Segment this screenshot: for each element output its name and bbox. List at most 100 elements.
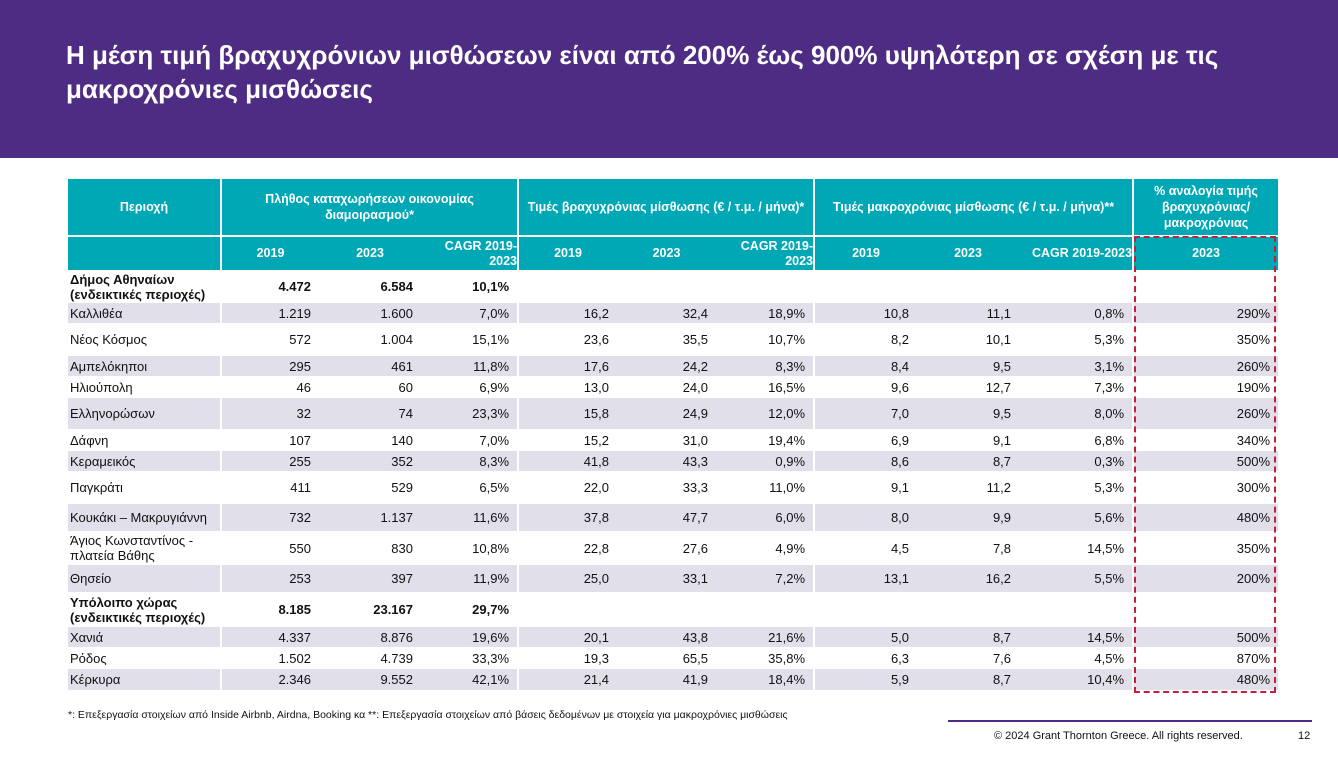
ratio-cell xyxy=(1132,270,1279,303)
long-2019-cell: 8,4 xyxy=(813,355,918,377)
table-row: Κουκάκι – Μακρυγιάννη 732 1.137 11,6% 37,8 47… xyxy=(68,503,1279,532)
copyright: © 2024 Grant Thornton Greece. All rights… xyxy=(994,730,1243,742)
listings-2023-cell: 1.137 xyxy=(319,503,421,532)
short-cagr-cell: 35,8% xyxy=(716,647,815,669)
short-2023-cell: 35,5 xyxy=(617,323,717,356)
region-cell: Χανιά xyxy=(68,626,221,648)
table-row: Ρόδος 1.502 4.739 33,3% 19,3 65,5 35,8% 6,3 7,6 4… xyxy=(68,647,1279,669)
long-2023-cell xyxy=(917,270,1020,303)
short-2023-cell: 32,4 xyxy=(617,302,717,324)
listings-cagr-header: CAGR 2019-2023 xyxy=(421,235,519,271)
long-cagr-cell: 5,3% xyxy=(1019,323,1134,356)
listings-cagr-cell: 42,1% xyxy=(421,668,519,690)
listings-2023-header: 2023 xyxy=(319,235,421,271)
short-2023-cell: 65,5 xyxy=(617,647,717,669)
listings-2019-cell: 411 xyxy=(220,471,319,504)
table-row: Παγκράτι 411 529 6,5% 22,0 33,3 11,0% 9,1 11,2 5,… xyxy=(68,471,1279,504)
listings-cagr-cell: 11,8% xyxy=(421,355,519,377)
listings-2019-cell: 253 xyxy=(220,564,319,593)
long-cagr-cell: 0,3% xyxy=(1019,450,1134,472)
listings-cagr-cell: 7,0% xyxy=(421,302,519,324)
long-2019-cell: 8,2 xyxy=(813,323,918,356)
short-2023-header: 2023 xyxy=(617,235,717,271)
long-2019-cell: 6,3 xyxy=(813,647,918,669)
listings-header: Πλήθος καταχωρήσεων οικονομίας διαμοιρασ… xyxy=(219,179,519,236)
short-cagr-cell: 0,9% xyxy=(716,450,815,472)
short-2023-cell: 43,8 xyxy=(617,626,717,648)
table-row: Δήμος Αθηναίων (ενδεικτικές περιοχές) 4.4… xyxy=(68,270,1279,303)
long-2019-cell: 4,5 xyxy=(813,531,918,565)
listings-2023-cell: 397 xyxy=(319,564,421,593)
table-row: Θησείο 253 397 11,9% 25,0 33,1 7,2% 13,1 16,2 5,5… xyxy=(68,564,1279,593)
footnote: *: Επεξεργασία στοιχείων από Inside Airb… xyxy=(68,709,788,721)
table-row: Κεραμεικός 255 352 8,3% 41,8 43,3 0,9% 8,6 8,7 0,… xyxy=(68,450,1279,472)
ratio-cell: 350% xyxy=(1132,323,1279,356)
long-2023-cell: 11,2 xyxy=(917,471,1020,504)
short-cagr-cell: 18,9% xyxy=(716,302,815,324)
long-2023-cell: 8,7 xyxy=(917,626,1020,648)
listings-cagr-cell: 10,1% xyxy=(421,270,519,303)
short-2019-cell: 17,6 xyxy=(517,355,618,377)
short-2019-header: 2019 xyxy=(517,235,618,271)
listings-cagr-cell: 7,0% xyxy=(421,429,519,451)
listings-cagr-cell: 6,9% xyxy=(421,376,519,398)
ratio-cell: 500% xyxy=(1132,450,1279,472)
short-term-price-header: Τιμές βραχυχρόνιας μίσθωσης (€ / τ.μ. / … xyxy=(517,179,815,236)
short-cagr-cell: 7,2% xyxy=(716,564,815,593)
short-2019-cell: 41,8 xyxy=(517,450,618,472)
listings-2023-cell: 1.004 xyxy=(319,323,421,356)
long-2023-cell: 8,7 xyxy=(917,668,1020,690)
long-cagr-cell: 14,5% xyxy=(1019,531,1134,565)
short-cagr-cell: 18,4% xyxy=(716,668,815,690)
long-2019-cell: 13,1 xyxy=(813,564,918,593)
listings-2023-cell: 140 xyxy=(319,429,421,451)
long-cagr-header: CAGR 2019-2023 xyxy=(1019,235,1134,271)
short-2023-cell xyxy=(617,270,717,303)
short-cagr-cell: 16,5% xyxy=(716,376,815,398)
listings-2023-cell: 352 xyxy=(319,450,421,472)
page-title: Η μέση τιμή βραχυχρόνιων μισθώσεων είναι… xyxy=(66,40,1219,104)
listings-2023-cell: 9.552 xyxy=(319,668,421,690)
listings-2019-header: 2019 xyxy=(220,235,319,271)
short-2019-cell xyxy=(517,592,618,627)
region-cell: Δήμος Αθηναίων (ενδεικτικές περιοχές) xyxy=(68,270,221,303)
table-row: Άγιος Κωνσταντίνος - πλατεία Βάθης 550 830… xyxy=(68,531,1279,565)
listings-2019-cell: 1.219 xyxy=(220,302,319,324)
short-2023-cell xyxy=(617,592,717,627)
table-row: Ηλιούπολη 46 60 6,9% 13,0 24,0 16,5% 9,6 12,7 7,3… xyxy=(68,376,1279,398)
short-2023-cell: 24,2 xyxy=(617,355,717,377)
ratio-cell: 260% xyxy=(1132,397,1279,430)
short-2019-cell: 21,4 xyxy=(517,668,618,690)
title-banner xyxy=(0,0,1338,158)
short-cagr-header: CAGR 2019-2023 xyxy=(716,235,815,271)
listings-2023-cell: 23.167 xyxy=(319,592,421,627)
region-cell: Παγκράτι xyxy=(68,471,221,504)
short-cagr-cell xyxy=(716,592,815,627)
short-2023-cell: 43,3 xyxy=(617,450,717,472)
listings-2023-cell: 6.584 xyxy=(319,270,421,303)
listings-2019-cell: 255 xyxy=(220,450,319,472)
long-cagr-cell: 14,5% xyxy=(1019,626,1134,648)
listings-cagr-cell: 10,8% xyxy=(421,531,519,565)
region-cell: Άγιος Κωνσταντίνος - πλατεία Βάθης xyxy=(68,531,221,565)
table-row: Κέρκυρα 2.346 9.552 42,1% 21,4 41,9 18,4% 5,9 8,… xyxy=(68,668,1279,690)
region-cell: Κέρκυρα xyxy=(68,668,221,690)
long-cagr-cell: 10,4% xyxy=(1019,668,1134,690)
ratio-cell: 350% xyxy=(1132,531,1279,565)
long-2023-cell: 9,9 xyxy=(917,503,1020,532)
region-cell: Ρόδος xyxy=(68,647,221,669)
long-cagr-cell: 6,8% xyxy=(1019,429,1134,451)
short-2019-cell: 19,3 xyxy=(517,647,618,669)
region-cell: Ελληνορώσων xyxy=(68,397,221,430)
long-term-price-header: Τιμές μακροχρόνιας μίσθωσης (€ / τ.μ. / … xyxy=(813,179,1134,236)
listings-cagr-cell: 6,5% xyxy=(421,471,519,504)
table-row: Δάφνη 107 140 7,0% 15,2 31,0 19,4% 6,9 9,1 6,8% 34… xyxy=(68,429,1279,451)
table-row: Αμπελόκηποι 295 461 11,8% 17,6 24,2 8,3% 8,4 9,5… xyxy=(68,355,1279,377)
long-2019-cell: 8,0 xyxy=(813,503,918,532)
long-cagr-cell xyxy=(1019,270,1134,303)
table-row: Καλλιθέα 1.219 1.600 7,0% 16,2 32,4 18,9% 10,8 1… xyxy=(68,302,1279,324)
long-cagr-cell: 7,3% xyxy=(1019,376,1134,398)
long-cagr-cell: 5,5% xyxy=(1019,564,1134,593)
listings-2019-cell: 732 xyxy=(220,503,319,532)
long-cagr-cell: 5,3% xyxy=(1019,471,1134,504)
